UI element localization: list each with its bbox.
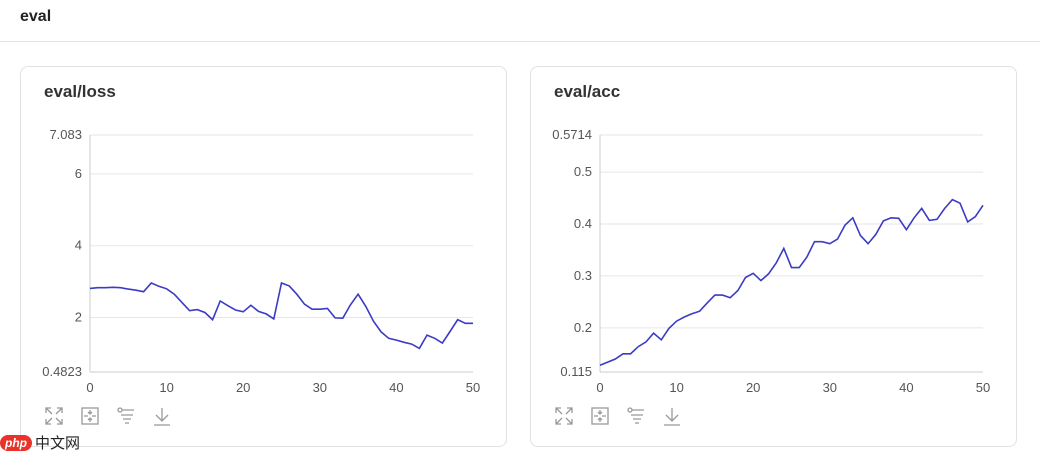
- fit-icon[interactable]: [79, 405, 101, 427]
- y-tick-label: 0.4823: [42, 364, 82, 379]
- y-tick-label: 2: [75, 310, 82, 325]
- y-tick-label: 0.3: [574, 268, 592, 283]
- chart-toolbar: [43, 405, 173, 427]
- watermark-php: php: [0, 434, 32, 451]
- y-tick-label: 0.4: [574, 216, 592, 231]
- y-tick-label: 7.083: [49, 127, 82, 142]
- filter-icon[interactable]: [625, 405, 647, 427]
- y-tick-label: 0.5714: [552, 127, 592, 142]
- expand-icon[interactable]: [553, 405, 575, 427]
- chart-card-loss: eval/loss 0.4823 2 4 6 7.083 0 10 20 30 40 50: [20, 66, 507, 447]
- filter-icon[interactable]: [115, 405, 137, 427]
- watermark-text: 中文网: [35, 435, 81, 452]
- y-tick-label: 0.2: [574, 320, 592, 335]
- series-line: [89, 281, 473, 350]
- chart-title: eval/loss: [44, 82, 116, 101]
- download-icon[interactable]: [661, 405, 683, 427]
- fit-icon[interactable]: [589, 405, 611, 427]
- y-tick-label: 4: [75, 238, 82, 253]
- chart-title: eval/acc: [554, 82, 621, 101]
- section-title: eval: [20, 8, 52, 25]
- acc-chart: 0.115 0.2 0.3 0.4 0.5 0.5714 0 10 20 30 40 50: [552, 127, 990, 395]
- x-tick-label: 0: [596, 380, 603, 395]
- x-tick-label: 10: [669, 380, 683, 395]
- x-tick-label: 40: [389, 380, 403, 395]
- x-tick-label: 10: [159, 380, 173, 395]
- download-icon[interactable]: [151, 405, 173, 427]
- x-tick-label: 20: [746, 380, 760, 395]
- x-tick-label: 20: [236, 380, 250, 395]
- x-tick-label: 40: [899, 380, 913, 395]
- divider: [0, 41, 1040, 42]
- watermark-logo: php 中文网: [0, 432, 80, 453]
- x-tick-label: 50: [976, 380, 990, 395]
- loss-chart: 0.4823 2 4 6 7.083 0 10 20 30 40 50: [42, 127, 480, 395]
- chart-card-acc: eval/acc 0.115 0.2 0.3 0.4 0.5 0.5714 0 10 20 30 4…: [530, 66, 1017, 447]
- y-tick-label: 0.115: [560, 364, 592, 379]
- y-tick-label: 6: [75, 166, 82, 181]
- x-tick-label: 0: [86, 380, 93, 395]
- chart-toolbar: [553, 405, 683, 427]
- x-tick-label: 50: [466, 380, 480, 395]
- expand-icon[interactable]: [43, 405, 65, 427]
- x-tick-label: 30: [313, 380, 327, 395]
- y-tick-label: 0.5: [574, 164, 592, 179]
- x-tick-label: 30: [823, 380, 837, 395]
